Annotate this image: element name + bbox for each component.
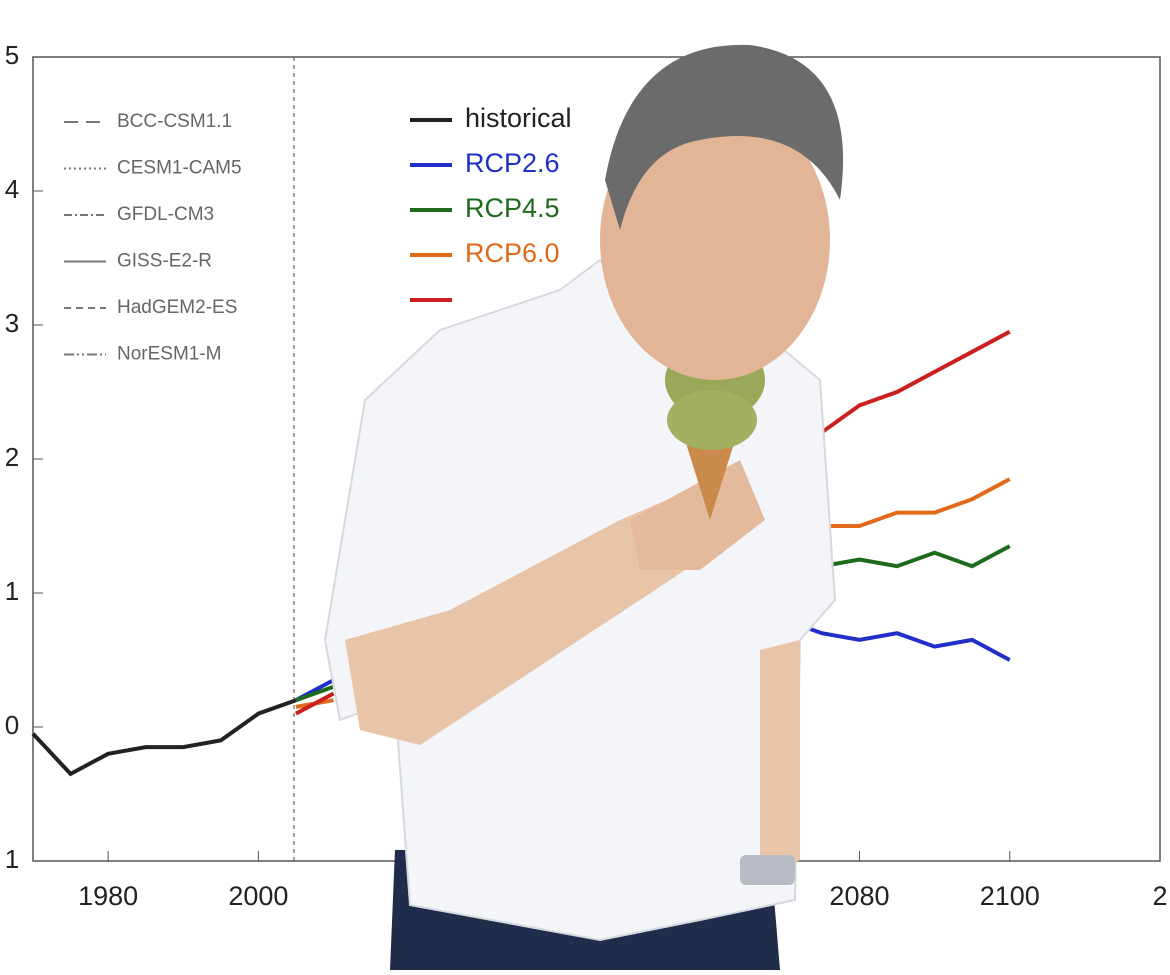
x-tick-label: 2080 [829, 881, 889, 911]
hair [605, 44, 844, 230]
cone [685, 440, 735, 520]
y-tick-label: 0 [5, 710, 19, 740]
plot: 54321011980200020208021002 [5, 40, 1168, 911]
legend-label: RCP6.0 [465, 238, 560, 268]
legend-label: GISS-E2-R [117, 251, 212, 272]
series-line [295, 684, 335, 703]
x-tick-label: 2 [1152, 881, 1167, 911]
legend-label: NorESM1-M [117, 344, 222, 365]
ice-cream [667, 390, 757, 450]
legend-label: historical [465, 103, 572, 133]
x-tick-label: 2100 [980, 881, 1040, 911]
legend-label: GFDL-CM3 [117, 204, 214, 225]
legend-label: HadGEM2-ES [117, 297, 237, 318]
head [600, 100, 830, 380]
y-tick-label: 2 [5, 442, 19, 472]
series-line [783, 617, 1011, 662]
watch [740, 855, 795, 885]
y-tick-label: 1 [5, 844, 19, 874]
legend-label: RCP2.6 [465, 148, 560, 178]
arm [345, 490, 700, 745]
legend-label: CESM1-CAM5 [117, 158, 242, 179]
y-tick-label: 4 [5, 174, 19, 204]
series-line [31, 698, 297, 777]
hand [630, 460, 765, 570]
legend-label: BCC-CSM1.1 [117, 111, 232, 132]
x-tick-label: 1980 [78, 881, 138, 911]
y-tick-label: 3 [5, 308, 19, 338]
forearm [760, 640, 800, 880]
y-tick-label: 5 [5, 40, 19, 70]
legend-label: RCP4.5 [465, 193, 560, 223]
person-photo [323, 44, 844, 970]
x-tick-label: 2000 [228, 881, 288, 911]
y-tick-label: 1 [5, 576, 19, 606]
series-line [295, 691, 335, 716]
